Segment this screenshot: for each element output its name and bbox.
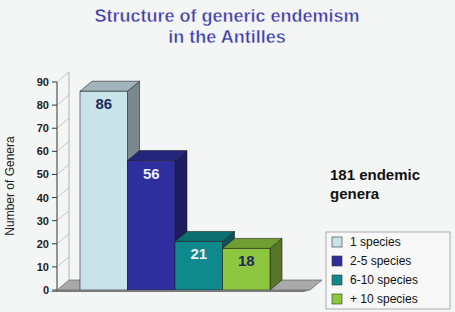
legend-title-line: 181 endemic — [330, 166, 420, 183]
y-tick-label: 80 — [37, 99, 49, 111]
y-tick-depth — [57, 211, 69, 221]
y-axis-back — [69, 72, 70, 280]
y-axis — [57, 82, 58, 290]
y-tick-depth — [57, 164, 69, 174]
y-tick-label: 30 — [37, 215, 49, 227]
y-tick-label: 10 — [37, 261, 49, 273]
y-tick-label: 20 — [37, 238, 49, 250]
y-tick-depth — [57, 141, 69, 151]
data-label: 56 — [143, 165, 160, 182]
y-tick-depth — [57, 188, 69, 198]
chart: Structure of generic endemismin the Anti… — [0, 0, 455, 312]
legend-label: 6-10 species — [350, 273, 418, 287]
bar-top — [80, 81, 140, 91]
y-tick-label: 90 — [37, 76, 49, 88]
bar — [223, 248, 271, 290]
y-tick-depth — [57, 280, 69, 290]
y-tick — [52, 197, 57, 198]
bars — [80, 81, 282, 290]
title-line: in the Antilles — [168, 27, 285, 47]
bar-top — [128, 151, 188, 161]
y-tick-depth — [57, 257, 69, 267]
y-tick — [52, 151, 57, 152]
y-tick-label: 70 — [37, 122, 49, 134]
y-tick-depth — [57, 118, 69, 128]
legend-swatch — [332, 256, 342, 266]
data-label: 86 — [95, 95, 112, 112]
y-axis-label: Number of Genera — [3, 136, 17, 236]
y-tick — [52, 220, 57, 221]
y-tick-depth — [57, 234, 69, 244]
floor-edge — [49, 290, 310, 292]
y-tick — [52, 266, 57, 267]
bar — [80, 91, 128, 290]
legend-label: 1 species — [350, 235, 401, 249]
data-label: 18 — [238, 252, 255, 269]
y-tick-depth — [57, 95, 69, 105]
bar-top — [175, 231, 235, 241]
data-label: 21 — [190, 245, 207, 262]
legend-swatch — [332, 275, 342, 285]
legend-label: + 10 species — [350, 292, 418, 306]
y-tick — [52, 105, 57, 106]
legend-label: 2-5 species — [350, 254, 411, 268]
y-tick-depth — [57, 72, 69, 82]
title: Structure of generic endemismin the Anti… — [94, 6, 359, 47]
y-tick-label: 0 — [43, 284, 49, 296]
y-tick-label: 60 — [37, 145, 49, 157]
y-tick — [52, 243, 57, 244]
legend-swatch — [332, 237, 342, 247]
y-tick — [52, 290, 57, 291]
legend-box — [326, 232, 450, 309]
y-tick — [52, 174, 57, 175]
title-line: Structure of generic endemism — [94, 6, 359, 26]
y-tick-label: 40 — [37, 192, 49, 204]
legend-swatch — [332, 294, 342, 304]
bar-top — [223, 238, 283, 248]
legend-title-line: genera — [330, 185, 380, 202]
y-tick — [52, 82, 57, 83]
y-tick — [52, 128, 57, 129]
bar — [175, 241, 223, 290]
bar — [128, 161, 176, 290]
legend-title: 181 endemic genera — [330, 166, 420, 202]
y-tick-label: 50 — [37, 168, 49, 180]
